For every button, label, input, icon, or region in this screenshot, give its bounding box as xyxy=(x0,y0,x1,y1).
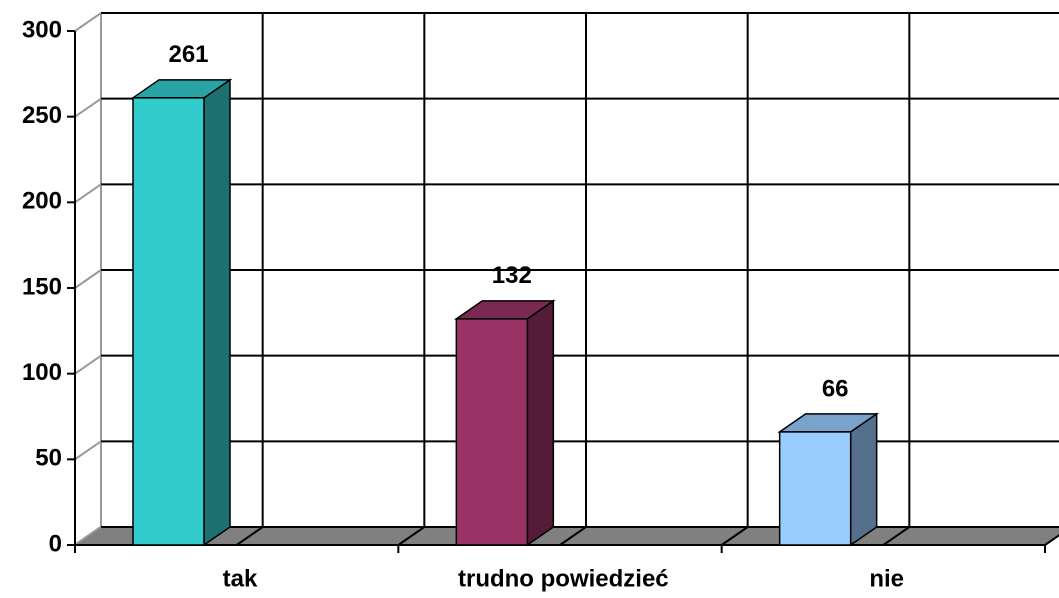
x-tick-label: trudno powiedzieć xyxy=(458,565,669,592)
bar xyxy=(777,412,880,547)
bar-side xyxy=(526,299,555,547)
bar-front xyxy=(455,318,529,546)
floor-line xyxy=(721,526,749,546)
value-label: 261 xyxy=(168,41,208,68)
grid-line-side xyxy=(74,354,102,375)
floor-line xyxy=(1044,534,1059,546)
grid-line-side xyxy=(74,440,102,461)
bar-side xyxy=(203,78,231,547)
y-tick-label: 100 xyxy=(22,359,62,386)
grid-line-side xyxy=(74,12,102,32)
y-tick-label: 50 xyxy=(35,445,62,472)
floor-line xyxy=(397,526,425,546)
y-tick-label: 0 xyxy=(49,530,62,557)
value-label: 66 xyxy=(822,375,849,402)
bar-side xyxy=(849,412,878,547)
y-tick-label: 250 xyxy=(22,102,62,129)
grid-line-side xyxy=(74,183,102,204)
y-tick-label: 200 xyxy=(22,188,62,215)
value-label: 132 xyxy=(492,262,532,289)
floor-line xyxy=(882,526,910,546)
x-tick-label: nie xyxy=(869,565,904,592)
grid-line-side xyxy=(74,97,102,118)
y-tick-label: 300 xyxy=(22,16,62,43)
grid-line-side xyxy=(74,269,102,289)
x-tick-label: tak xyxy=(223,565,258,592)
grid-line-side xyxy=(74,526,102,546)
bar-front xyxy=(132,97,205,546)
floor-line xyxy=(559,526,587,546)
bar xyxy=(130,78,233,547)
bar xyxy=(453,299,556,547)
floor-line xyxy=(236,526,264,546)
bar-front xyxy=(778,431,852,546)
y-tick-label: 150 xyxy=(22,273,62,300)
